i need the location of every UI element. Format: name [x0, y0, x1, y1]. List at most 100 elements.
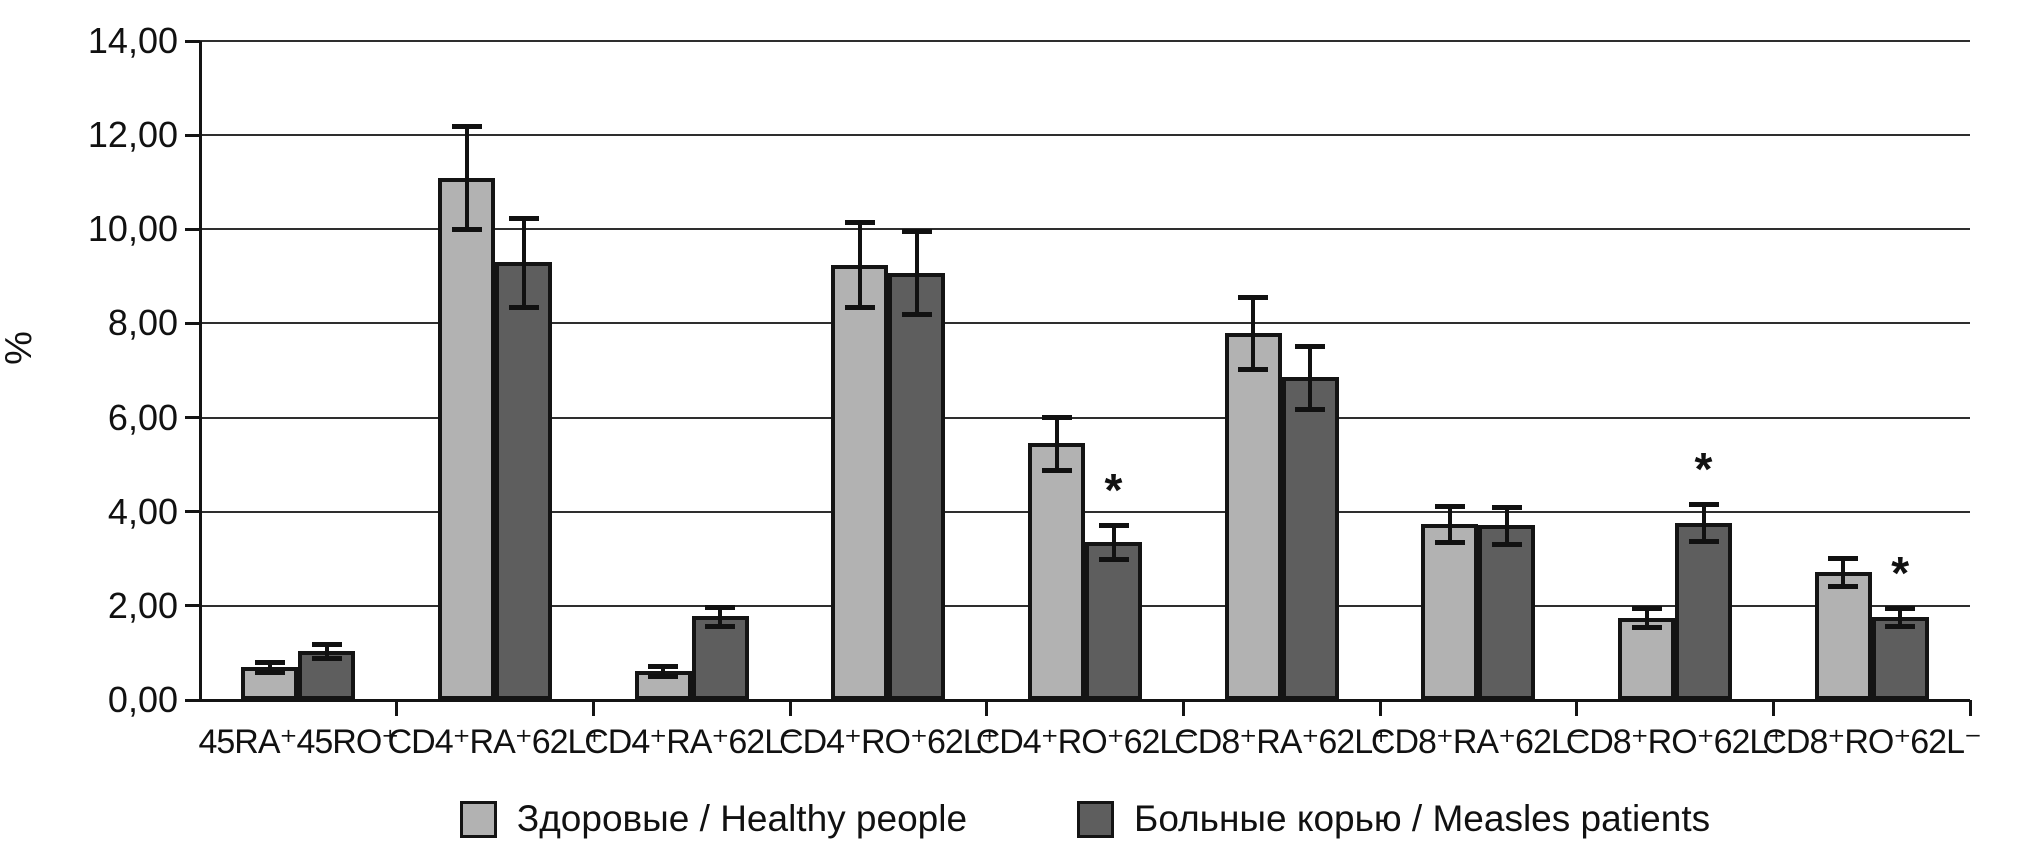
bar-measles: [888, 272, 946, 700]
category-label: CD8⁺RA⁺62L⁻: [1370, 723, 1587, 761]
error-bar-line: [1111, 524, 1116, 559]
legend-label: Больные корью / Measles patients: [1134, 798, 1711, 839]
error-bar-cap-top: [1631, 606, 1662, 612]
x-tick: [591, 700, 595, 716]
error-bar-cap-bottom: [1688, 539, 1719, 545]
y-tick: [185, 39, 200, 43]
gridline: [200, 510, 1970, 513]
error-bar-line: [1644, 608, 1649, 628]
error-bar-line: [464, 125, 469, 230]
error-bar-cap-top: [705, 604, 736, 610]
error-bar-line: [1251, 296, 1256, 370]
error-bar-cap-top: [901, 229, 932, 235]
y-tick-label: 6,00: [107, 396, 178, 438]
error-bar-cap-top: [1041, 415, 1072, 421]
y-tick: [185, 227, 200, 231]
bar-healthy: [634, 670, 692, 700]
error-bar-line: [1841, 558, 1846, 586]
y-tick-label: 4,00: [107, 490, 178, 532]
category-label: CD8⁺RO⁺62L⁺: [1565, 723, 1786, 761]
legend-swatch-measles: [1077, 800, 1115, 838]
error-bar-cap-bottom: [311, 655, 342, 661]
error-bar-cap-bottom: [451, 227, 482, 233]
error-bar-cap-bottom: [1238, 367, 1269, 373]
error-bar-cap-bottom: [1491, 541, 1522, 547]
category-label: CD8⁺RO⁺62L⁻: [1762, 723, 1982, 761]
y-tick-label: 2,00: [107, 584, 178, 626]
error-bar-cap-bottom: [705, 623, 736, 629]
gridline: [200, 416, 1970, 419]
y-tick-label: 8,00: [107, 302, 178, 344]
error-bar-line: [1447, 506, 1452, 542]
x-tick: [1575, 700, 1579, 716]
error-bar-line: [1308, 345, 1313, 409]
bar-measles: [1478, 525, 1536, 700]
error-bar-cap-bottom: [844, 304, 875, 310]
error-bar-cap-top: [451, 123, 482, 129]
bar-measles: [691, 616, 749, 700]
y-tick: [185, 698, 200, 702]
error-bar-cap-bottom: [508, 304, 539, 310]
category-label: CD4⁺RA⁺62L⁺: [387, 723, 604, 761]
error-bar-line: [718, 606, 723, 626]
error-bar-cap-bottom: [1434, 539, 1465, 545]
x-tick: [788, 700, 792, 716]
significance-asterisk: *: [1891, 546, 1910, 599]
error-bar-cap-top: [1828, 556, 1859, 562]
y-tick-label: 10,00: [87, 208, 178, 250]
error-bar-cap-bottom: [648, 673, 679, 679]
legend-item: Больные корью / Measles patients: [1077, 798, 1710, 840]
legend-label: Здоровые / Healthy people: [516, 798, 968, 839]
y-tick-label: 0,00: [107, 679, 178, 720]
error-bar-cap-bottom: [901, 312, 932, 317]
bar-healthy: [1618, 617, 1675, 700]
y-tick: [185, 416, 200, 420]
y-tick-label: 12,00: [87, 114, 178, 156]
gridline: [200, 40, 1970, 42]
bar-healthy: [1421, 523, 1479, 700]
error-bar-line: [857, 222, 862, 307]
error-bar-cap-bottom: [1885, 623, 1916, 629]
error-bar-line: [1898, 607, 1903, 626]
error-bar-line: [324, 643, 329, 658]
error-bar-line: [267, 662, 272, 672]
x-tick: [1771, 700, 1775, 716]
category-label: CD4⁺RO⁺62L⁻: [975, 723, 1196, 761]
gridline: [200, 228, 1970, 231]
x-tick: [1378, 700, 1382, 716]
error-bar-cap-top: [648, 664, 679, 670]
legend-item: Здоровые / Healthy people: [459, 798, 968, 840]
x-axis-line: [200, 698, 1970, 702]
error-bar-cap-bottom: [1295, 406, 1326, 412]
error-bar-cap-bottom: [254, 669, 285, 675]
gridline: [200, 134, 1970, 137]
bar-measles: [1281, 377, 1339, 700]
x-tick: [1181, 700, 1185, 716]
error-bar-line: [1054, 417, 1059, 470]
error-bar-cap-top: [508, 215, 539, 221]
error-bar-line: [1504, 507, 1509, 544]
significance-asterisk: *: [1694, 442, 1713, 495]
category-label: 45RA⁺45RO⁺: [198, 723, 399, 761]
bar-healthy: [1814, 571, 1872, 700]
y-tick: [185, 321, 200, 325]
error-bar-cap-top: [1098, 522, 1129, 528]
category-label: CD4⁺RA⁺62L⁻: [584, 723, 800, 761]
x-tick: [985, 700, 989, 716]
error-bar-cap-bottom: [1828, 583, 1859, 589]
y-tick: [185, 133, 200, 137]
error-bar-cap-top: [844, 220, 875, 226]
error-bar-cap-top: [1491, 505, 1522, 510]
bar-healthy: [1224, 332, 1282, 700]
y-tick: [185, 510, 200, 514]
error-bar-cap-top: [1885, 605, 1916, 611]
error-bar-cap-top: [254, 660, 285, 666]
error-bar-line: [914, 231, 919, 314]
error-bar-cap-bottom: [1631, 625, 1662, 631]
gridline: [200, 322, 1970, 325]
error-bar-line: [1701, 503, 1706, 542]
bar-measles: [1871, 616, 1929, 700]
bar-measles: [495, 262, 552, 700]
error-bar-cap-top: [1295, 343, 1326, 349]
